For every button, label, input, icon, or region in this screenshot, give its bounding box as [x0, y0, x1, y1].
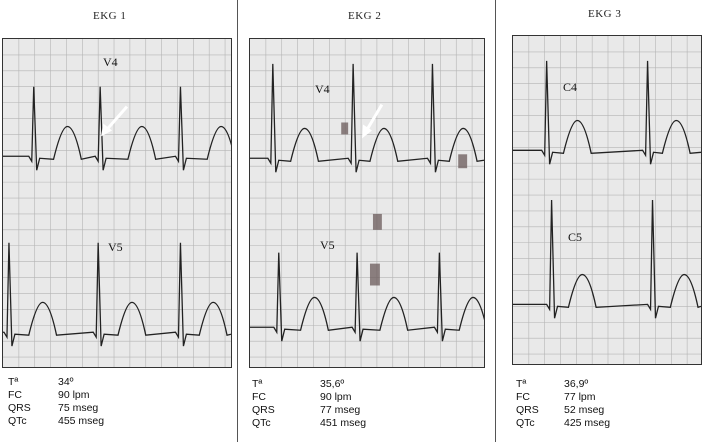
lead-label-ekg3-top: C4	[563, 80, 578, 94]
arrow-icon	[362, 103, 384, 139]
panel-divider	[495, 0, 496, 442]
temp-label: Tª	[252, 378, 263, 390]
lead-label-ekg2-bottom: V5	[320, 238, 335, 252]
ecg-trace	[250, 252, 484, 342]
lead-label-ekg2-top: V4	[315, 82, 330, 96]
temp-label: Tª	[516, 378, 527, 390]
qrs-value: 52 mseg	[564, 404, 605, 416]
ekg-3-strip	[512, 35, 702, 365]
qrs-value: 77 mseg	[320, 404, 361, 416]
lead-label-ekg1-bottom: V5	[108, 240, 123, 254]
hr-label: FC	[516, 391, 530, 403]
qrs-label: QRS	[252, 404, 275, 416]
panel-1-title: EKG 1	[93, 10, 127, 22]
ecg-trace	[3, 86, 231, 171]
qtc-value: 455 mseg	[58, 415, 105, 427]
ekg-1-measurements: Tª 34º FC 90 lpm QRS 75 mseg QTc 455 mseg	[8, 376, 104, 428]
ekg-2-trace	[250, 39, 484, 367]
panel-divider	[237, 0, 238, 442]
qtc-label: QTc	[516, 417, 535, 429]
qtc-value: 425 mseg	[564, 417, 611, 429]
qrs-value: 75 mseg	[58, 402, 99, 414]
temp-value: 35,6º	[320, 378, 345, 390]
ecg-trace	[513, 60, 701, 165]
ekg-2-measurements: Tª 35,6º FC 90 lpm QRS 77 mseg QTc 451 mseg	[252, 378, 366, 430]
lead-label-ekg1-top: V4	[103, 55, 118, 69]
qtc-value: 451 mseg	[320, 417, 367, 429]
ekg-3-measurements: Tª 36,9º FC 77 lpm QRS 52 mseg QTc 425 mseg	[516, 378, 610, 430]
hr-label: FC	[252, 391, 266, 403]
panel-2-title: EKG 2	[348, 10, 382, 22]
qtc-label: QTc	[252, 417, 271, 429]
ekg-1-strip	[2, 38, 232, 368]
ekg-2-strip	[249, 38, 485, 368]
qtc-label: QTc	[8, 415, 27, 427]
qrs-label: QRS	[516, 404, 539, 416]
temp-value: 36,9º	[564, 378, 589, 390]
hr-value: 77 lpm	[564, 391, 596, 403]
hr-value: 90 lpm	[58, 389, 90, 401]
hr-label: FC	[8, 389, 22, 401]
qrs-label: QRS	[8, 402, 31, 414]
hr-value: 90 lpm	[320, 391, 352, 403]
temp-label: Tª	[8, 376, 19, 388]
smudge-marks	[341, 122, 468, 286]
ecg-trace	[3, 242, 231, 347]
lead-label-ekg3-bottom: C5	[568, 230, 583, 244]
ecg-trace	[513, 199, 701, 319]
ekg-1-trace	[3, 39, 231, 367]
ecg-trace	[250, 63, 484, 173]
temp-value: 34º	[58, 376, 74, 388]
arrow-icon	[101, 105, 129, 137]
panel-3-title: EKG 3	[588, 8, 622, 20]
ekg-3-trace	[513, 36, 701, 364]
